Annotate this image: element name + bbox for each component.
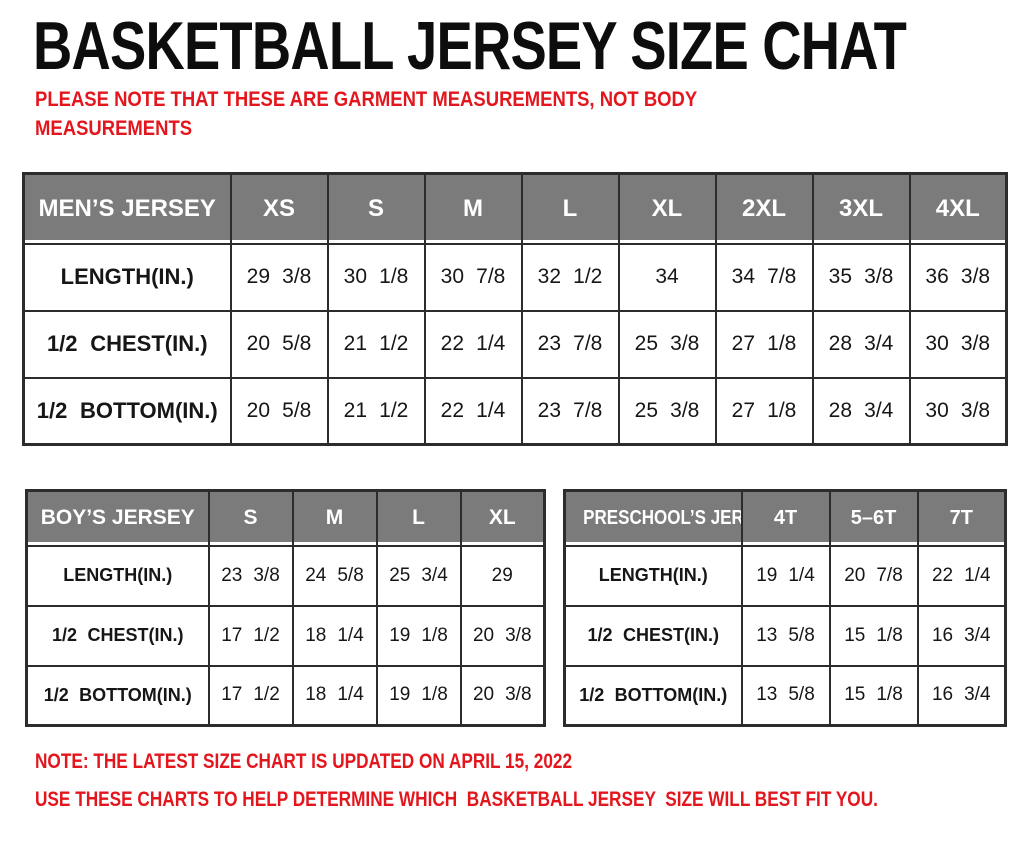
table-title-cell: MEN’S JERSEY xyxy=(22,172,232,245)
measure-value-cell: 30 3/8 xyxy=(908,309,1008,379)
table-title-cell: PRESCHOOL’S JERSEY xyxy=(563,489,743,547)
size-header-cell: 7T xyxy=(916,489,1007,547)
measure-value-cell: 22 1/4 xyxy=(423,376,523,446)
garment-note-line1: PLEASE NOTE THAT THESE ARE GARMENT MEASU… xyxy=(35,88,698,111)
measure-label-cell: 1/2 BOTTOM(IN.) xyxy=(22,376,232,446)
usage-note: USE THESE CHARTS TO HELP DETERMINE WHICH… xyxy=(35,788,878,811)
measure-value-cell: 16 3/4 xyxy=(916,604,1007,667)
measure-value-cell: 21 1/2 xyxy=(326,309,426,379)
measure-value-cell: 16 3/4 xyxy=(916,664,1007,727)
table-row: LENGTH(IN.) 29 3/8 30 1/8 30 7/8 32 1/2 … xyxy=(22,242,1008,312)
size-header-cell: 4T xyxy=(740,489,831,547)
size-header-cell: XS xyxy=(229,172,329,245)
table-header-row: PRESCHOOL’S JERSEY 4T 5–6T 7T xyxy=(563,489,1007,547)
measure-value-cell: 28 3/4 xyxy=(811,309,911,379)
size-header-cell: 2XL xyxy=(714,172,814,245)
measure-value-cell: 30 3/8 xyxy=(908,376,1008,446)
page-title: BASKETBALL JERSEY SIZE CHAT xyxy=(33,12,1024,80)
update-date-note: NOTE: THE LATEST SIZE CHART IS UPDATED O… xyxy=(35,750,573,773)
table-row: 1/2 CHEST(IN.) 13 5/8 15 1/8 16 3/4 xyxy=(563,604,1007,667)
measure-label-cell: 1/2 CHEST(IN.) xyxy=(563,604,743,667)
measure-value-cell: 34 7/8 xyxy=(714,242,814,312)
measure-value-cell: 32 1/2 xyxy=(520,242,620,312)
size-header-cell: 3XL xyxy=(811,172,911,245)
measure-value-cell: 25 3/8 xyxy=(617,376,717,446)
measure-value-cell: 18 1/4 xyxy=(291,664,378,727)
measure-value-cell: 15 1/8 xyxy=(828,604,919,667)
measure-value-cell: 17 1/2 xyxy=(207,664,294,727)
size-header-cell: L xyxy=(520,172,620,245)
measure-value-cell: 24 5/8 xyxy=(291,544,378,607)
table-row: 1/2 BOTTOM(IN.) 17 1/2 18 1/4 19 1/8 20 … xyxy=(25,664,546,727)
measure-value-cell: 27 1/8 xyxy=(714,309,814,379)
measure-value-cell: 34 xyxy=(617,242,717,312)
measure-label-cell: 1/2 CHEST(IN.) xyxy=(22,309,232,379)
measure-value-cell: 13 5/8 xyxy=(740,664,831,727)
table-row: 1/2 CHEST(IN.) 17 1/2 18 1/4 19 1/8 20 3… xyxy=(25,604,546,667)
table-row: 1/2 BOTTOM(IN.) 20 5/8 21 1/2 22 1/4 23 … xyxy=(22,376,1008,446)
mens-size-table: MEN’S JERSEY XS S M L XL 2XL 3XL 4XL LEN… xyxy=(22,172,1008,446)
measure-label-cell: LENGTH(IN.) xyxy=(563,544,743,607)
measure-value-cell: 17 1/2 xyxy=(207,604,294,667)
table-row: 1/2 CHEST(IN.) 20 5/8 21 1/2 22 1/4 23 7… xyxy=(22,309,1008,379)
measure-value-cell: 29 3/8 xyxy=(229,242,329,312)
boys-size-table: BOY’S JERSEY S M L XL LENGTH(IN.) 23 3/8… xyxy=(25,489,546,727)
measure-value-cell: 15 1/8 xyxy=(828,664,919,727)
measure-label-cell: LENGTH(IN.) xyxy=(22,242,232,312)
measure-value-cell: 13 5/8 xyxy=(740,604,831,667)
measure-value-cell: 35 3/8 xyxy=(811,242,911,312)
measure-value-cell: 25 3/4 xyxy=(375,544,462,607)
measure-value-cell: 20 7/8 xyxy=(828,544,919,607)
measure-value-cell: 20 5/8 xyxy=(229,376,329,446)
measure-value-cell: 23 7/8 xyxy=(520,309,620,379)
table-title-text: PRESCHOOL’S JERSEY xyxy=(583,506,742,529)
table-title-cell: BOY’S JERSEY xyxy=(25,489,210,547)
table-header-row: MEN’S JERSEY XS S M L XL 2XL 3XL 4XL xyxy=(22,172,1008,245)
size-header-cell: M xyxy=(423,172,523,245)
size-header-cell: M xyxy=(291,489,378,547)
garment-note-line2: MEASUREMENTS xyxy=(35,116,193,140)
measure-value-cell: 27 1/8 xyxy=(714,376,814,446)
garment-measurement-note: PLEASE NOTE THAT THESE ARE GARMENT MEASU… xyxy=(35,86,697,144)
measure-value-cell: 36 3/8 xyxy=(908,242,1008,312)
table-row: LENGTH(IN.) 23 3/8 24 5/8 25 3/4 29 xyxy=(25,544,546,607)
size-header-cell: XL xyxy=(459,489,546,547)
measure-value-cell: 19 1/8 xyxy=(375,604,462,667)
measure-value-cell: 20 3/8 xyxy=(459,604,546,667)
table-header-row: BOY’S JERSEY S M L XL xyxy=(25,489,546,547)
size-header-cell: 4XL xyxy=(908,172,1008,245)
measure-value-cell: 30 1/8 xyxy=(326,242,426,312)
measure-label-cell: 1/2 BOTTOM(IN.) xyxy=(563,664,743,727)
measure-value-cell: 28 3/4 xyxy=(811,376,911,446)
measure-value-cell: 23 3/8 xyxy=(207,544,294,607)
table-row: 1/2 BOTTOM(IN.) 13 5/8 15 1/8 16 3/4 xyxy=(563,664,1007,727)
measure-value-cell: 19 1/4 xyxy=(740,544,831,607)
measure-value-cell: 18 1/4 xyxy=(291,604,378,667)
measure-value-cell: 20 3/8 xyxy=(459,664,546,727)
measure-value-cell: 21 1/2 xyxy=(326,376,426,446)
measure-label-cell: LENGTH(IN.) xyxy=(25,544,210,607)
measure-value-cell: 30 7/8 xyxy=(423,242,523,312)
measure-label-cell: 1/2 BOTTOM(IN.) xyxy=(25,664,210,727)
measure-value-cell: 23 7/8 xyxy=(520,376,620,446)
preschools-size-table: PRESCHOOL’S JERSEY 4T 5–6T 7T LENGTH(IN.… xyxy=(563,489,1007,727)
measure-value-cell: 20 5/8 xyxy=(229,309,329,379)
size-header-cell: L xyxy=(375,489,462,547)
size-header-cell: XL xyxy=(617,172,717,245)
table-row: LENGTH(IN.) 19 1/4 20 7/8 22 1/4 xyxy=(563,544,1007,607)
size-header-cell: S xyxy=(326,172,426,245)
measure-value-cell: 22 1/4 xyxy=(916,544,1007,607)
measure-label-cell: 1/2 CHEST(IN.) xyxy=(25,604,210,667)
measure-value-cell: 22 1/4 xyxy=(423,309,523,379)
measure-value-cell: 25 3/8 xyxy=(617,309,717,379)
size-header-cell: S xyxy=(207,489,294,547)
measure-value-cell: 19 1/8 xyxy=(375,664,462,727)
size-header-cell: 5–6T xyxy=(828,489,919,547)
page-title-text: BASKETBALL JERSEY SIZE CHAT xyxy=(33,8,907,84)
measure-value-cell: 29 xyxy=(459,544,546,607)
